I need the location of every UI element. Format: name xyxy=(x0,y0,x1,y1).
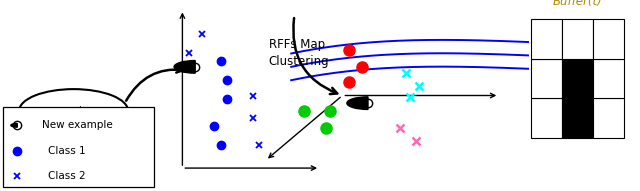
Wedge shape xyxy=(347,97,368,109)
Bar xyxy=(562,98,593,138)
Bar xyxy=(3,107,154,187)
Bar xyxy=(531,59,562,98)
Text: RFFs Map
Clustering: RFFs Map Clustering xyxy=(269,38,330,69)
Bar xyxy=(593,19,624,59)
Bar xyxy=(562,59,593,98)
Text: New example: New example xyxy=(42,120,113,130)
Text: Buffer(t): Buffer(t) xyxy=(553,0,603,8)
Bar xyxy=(531,98,562,138)
Text: Class 1: Class 1 xyxy=(48,146,86,155)
Wedge shape xyxy=(174,61,195,73)
Text: Class 2: Class 2 xyxy=(48,171,86,181)
Wedge shape xyxy=(11,123,17,127)
Bar xyxy=(593,59,624,98)
Bar xyxy=(593,98,624,138)
Text: $z_t$  arrives: $z_t$ arrives xyxy=(45,104,102,118)
Bar xyxy=(531,19,562,59)
Bar xyxy=(562,19,593,59)
